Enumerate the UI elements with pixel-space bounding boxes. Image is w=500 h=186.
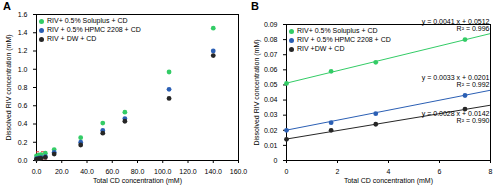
svg-text:y = 0.0028 x + 0.0142R² = 0.99: y = 0.0028 x + 0.0142R² = 0.990 — [422, 110, 490, 124]
svg-text:0.2: 0.2 — [18, 138, 28, 145]
svg-text:0.09: 0.09 — [264, 21, 278, 28]
svg-text:2: 2 — [336, 168, 340, 175]
svg-text:160.0: 160.0 — [230, 168, 248, 175]
svg-text:0.03: 0.03 — [264, 111, 278, 118]
svg-text:6: 6 — [438, 168, 442, 175]
svg-text:0: 0 — [285, 168, 289, 175]
svg-text:0.01: 0.01 — [264, 142, 278, 149]
svg-text:Dissolved RIV concentration (m: Dissolved RIV concentration (mM) — [253, 39, 261, 145]
svg-text:20.0: 20.0 — [55, 168, 69, 175]
svg-text:140.0: 140.0 — [204, 168, 222, 175]
svg-text:1.0: 1.0 — [18, 65, 28, 72]
svg-text:0: 0 — [274, 157, 278, 164]
svg-text:1.2: 1.2 — [18, 47, 28, 54]
svg-text:0.08: 0.08 — [264, 36, 278, 43]
svg-text:120.0: 120.0 — [179, 168, 197, 175]
svg-text:0.04: 0.04 — [264, 96, 278, 103]
svg-text:0.05: 0.05 — [264, 81, 278, 88]
svg-text:Total CD concentration (mM): Total CD concentration (mM) — [344, 177, 433, 185]
html-text:B: B — [251, 0, 259, 12]
svg-text:0.8: 0.8 — [18, 84, 28, 91]
svg-text:80.0: 80.0 — [131, 168, 145, 175]
html-text:RIV + DW + CD: RIV + DW + CD — [47, 35, 97, 42]
svg-text:0.4: 0.4 — [18, 120, 28, 127]
html-text:RIV+ 0.5% Soluplus + CD: RIV+ 0.5% Soluplus + CD — [47, 17, 128, 24]
html-text:RIV + 0.5% HPMC 2208 + CD: RIV + 0.5% HPMC 2208 + CD — [297, 36, 391, 43]
svg-text:4: 4 — [387, 168, 391, 175]
svg-text:y = 0.0033 x + 0.0201R² = 0.99: y = 0.0033 x + 0.0201R² = 0.992 — [422, 74, 490, 88]
svg-text:0.02: 0.02 — [264, 127, 278, 134]
html-text:RIV +DW + CD: RIV +DW + CD — [297, 45, 345, 52]
svg-text:Dissolved RIV concentration (m: Dissolved RIV concentration (mM) — [5, 34, 13, 140]
svg-text:0.6: 0.6 — [18, 102, 28, 109]
html-text:RIV + 0.5% HPMC 2208 + CD: RIV + 0.5% HPMC 2208 + CD — [47, 26, 141, 33]
svg-text:0.06: 0.06 — [264, 66, 278, 73]
svg-text:40.0: 40.0 — [80, 168, 94, 175]
svg-text:y = 0.0041 x + 0.0512R² = 0.99: y = 0.0041 x + 0.0512R² = 0.996 — [422, 18, 490, 32]
html-text:RIV+ 0.5% Soluplus + CD: RIV+ 0.5% Soluplus + CD — [297, 27, 378, 34]
svg-text:0.0: 0.0 — [32, 168, 42, 175]
svg-text:100.0: 100.0 — [154, 168, 172, 175]
svg-text:0.0: 0.0 — [18, 157, 28, 164]
svg-text:1.4: 1.4 — [18, 29, 28, 36]
html-text:A: A — [3, 0, 11, 12]
svg-text:8: 8 — [489, 168, 493, 175]
svg-text:0.07: 0.07 — [264, 51, 278, 58]
svg-text:Total CD concentration (mM): Total CD concentration (mM) — [93, 177, 182, 185]
svg-text:1.6: 1.6 — [18, 11, 28, 18]
svg-text:60.0: 60.0 — [105, 168, 119, 175]
